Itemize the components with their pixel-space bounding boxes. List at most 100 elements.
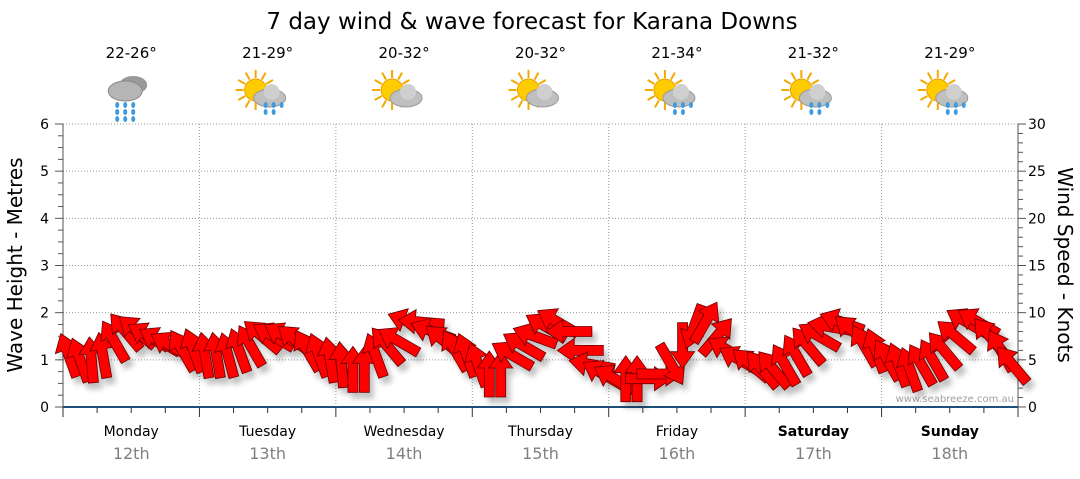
date-label: 14th xyxy=(386,444,423,463)
sun-ray xyxy=(517,72,524,81)
raindrop xyxy=(688,102,693,108)
sun-ray xyxy=(926,99,933,108)
sun-ray xyxy=(260,72,267,81)
raindrop xyxy=(680,102,685,108)
wind-arrow xyxy=(545,318,593,345)
cloud-puff xyxy=(809,84,826,100)
sun-cloud-rain-icon xyxy=(644,70,696,115)
sun-ray xyxy=(374,79,383,85)
date-label: 16th xyxy=(659,444,696,463)
right-axis-label: Wind Speed - Knots xyxy=(1053,167,1077,363)
raindrop xyxy=(123,109,128,115)
day-label: Sunday xyxy=(921,424,979,440)
raindrop xyxy=(271,109,276,115)
day-label: Thursday xyxy=(507,424,573,440)
temp-label: 21-29° xyxy=(924,44,975,62)
temp-label: 21-29° xyxy=(242,44,293,62)
sun-ray xyxy=(811,79,820,85)
wind-arrow xyxy=(487,350,514,398)
sun-ray xyxy=(947,79,956,85)
sun-ray xyxy=(517,99,524,108)
sun-ray xyxy=(790,99,797,108)
sun-ray xyxy=(783,95,792,101)
rain-cloud-icon xyxy=(107,76,148,122)
sun-ray xyxy=(244,72,251,81)
raindrop xyxy=(672,102,677,108)
sun-ray xyxy=(510,95,519,101)
sun-ray xyxy=(237,95,246,101)
sun-ray xyxy=(783,79,792,85)
sun-ray xyxy=(510,79,519,85)
raindrop xyxy=(809,102,814,108)
sun-cloud-rain-icon xyxy=(781,70,832,115)
watermark: www.seabreeze.com.au xyxy=(896,394,1014,405)
sun-ray xyxy=(654,72,660,81)
cloud-puff xyxy=(536,84,553,100)
raindrop xyxy=(953,109,958,115)
sun-ray xyxy=(397,72,403,81)
sun-ray xyxy=(919,95,928,101)
sun-ray xyxy=(926,72,933,81)
cloud xyxy=(107,80,143,102)
temp-label: 20-32° xyxy=(379,44,430,62)
day-label: Tuesday xyxy=(238,424,296,440)
sun-ray xyxy=(237,79,246,85)
sun-cloud-icon xyxy=(372,70,423,110)
left-tick-label: 0 xyxy=(40,400,49,416)
sun-ray xyxy=(806,72,813,81)
sun-ray xyxy=(244,99,251,108)
raindrop xyxy=(263,102,268,108)
right-tick-label: 25 xyxy=(1028,164,1046,180)
sun-cloud-icon xyxy=(508,70,559,110)
sun-ray xyxy=(401,79,410,85)
raindrop xyxy=(271,102,276,108)
sun-ray xyxy=(670,72,676,81)
day-label: Monday xyxy=(104,424,159,440)
wind-arrow xyxy=(997,346,1032,386)
sun-ray xyxy=(538,79,547,85)
raindrop xyxy=(263,109,268,115)
date-label: 12th xyxy=(113,444,150,463)
raindrop xyxy=(131,102,136,108)
left-axis-label: Wave Height - Metres xyxy=(3,157,27,372)
raindrop xyxy=(672,109,677,115)
sun-ray xyxy=(647,95,656,101)
date-label: 17th xyxy=(795,444,832,463)
raindrop xyxy=(680,109,685,115)
sun-cloud-rain-icon xyxy=(917,70,969,115)
day-label: Saturday xyxy=(778,424,849,440)
raindrop xyxy=(123,116,128,122)
chart-title: 7 day wind & wave forecast for Karana Do… xyxy=(266,9,797,35)
date-label: 15th xyxy=(522,444,559,463)
day-label: Friday xyxy=(656,424,698,440)
wind-arrow xyxy=(669,322,696,370)
day-label: Wednesday xyxy=(364,424,445,440)
right-tick-label: 30 xyxy=(1028,117,1046,133)
raindrop xyxy=(123,102,128,108)
sun-ray xyxy=(265,79,274,85)
raindrop xyxy=(115,109,120,115)
raindrop xyxy=(817,109,822,115)
date-label: 13th xyxy=(249,444,286,463)
right-tick-label: 15 xyxy=(1028,259,1046,275)
left-tick-label: 2 xyxy=(40,306,49,322)
right-tick-label: 0 xyxy=(1028,400,1037,416)
left-tick-label: 6 xyxy=(40,117,49,133)
wind-arrow xyxy=(928,332,964,372)
temp-label: 21-34° xyxy=(651,44,702,62)
sun-ray xyxy=(381,99,387,108)
cloud-puff xyxy=(672,84,689,100)
sun-ray xyxy=(674,79,683,85)
raindrop xyxy=(115,102,120,108)
raindrop xyxy=(115,116,120,122)
right-tick-label: 10 xyxy=(1028,306,1046,322)
sun-ray xyxy=(533,72,540,81)
date-label: 18th xyxy=(931,444,968,463)
raindrop xyxy=(809,109,814,115)
sun-ray xyxy=(654,99,660,108)
temp-label: 22-26° xyxy=(106,44,157,62)
sun-ray xyxy=(374,95,383,101)
sun-ray xyxy=(647,79,656,85)
right-tick-label: 5 xyxy=(1028,353,1037,369)
